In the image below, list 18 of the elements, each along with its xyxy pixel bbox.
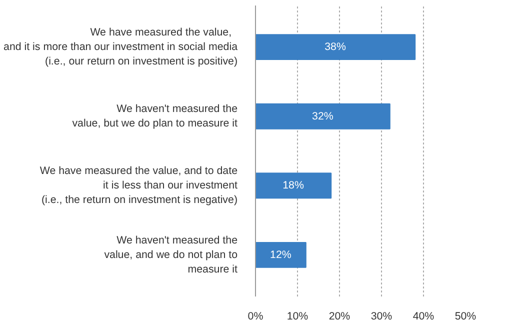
x-tick-label: 10% (286, 310, 309, 322)
y-tick-label: We haven't measured the value, but we do plan to measure it (72, 103, 238, 130)
y-tick-label: We haven't measured the value, and we do not plan to measure it (104, 234, 238, 276)
data-label: 32% (312, 110, 334, 122)
data-label: 12% (270, 248, 292, 261)
x-tick-label: 30% (370, 310, 393, 322)
y-tick-label: We have measured the value, and it is more than our investment in social media (i.e., our return on investment is positive) (4, 26, 238, 68)
data-label: 38% (324, 41, 346, 54)
x-tick-label: 40% (412, 310, 435, 322)
data-label: 18% (282, 180, 304, 192)
bar (256, 34, 416, 60)
y-tick-label: We have measured the value, and to date it is less than our investment (i.e., the return on investment is negative) (40, 165, 238, 206)
bar (256, 172, 332, 199)
x-tick-label: 50% (454, 310, 477, 322)
bar (256, 103, 390, 130)
x-tick-label: 0% (248, 310, 264, 322)
bar (256, 242, 306, 268)
x-tick-label: 20% (328, 310, 351, 322)
